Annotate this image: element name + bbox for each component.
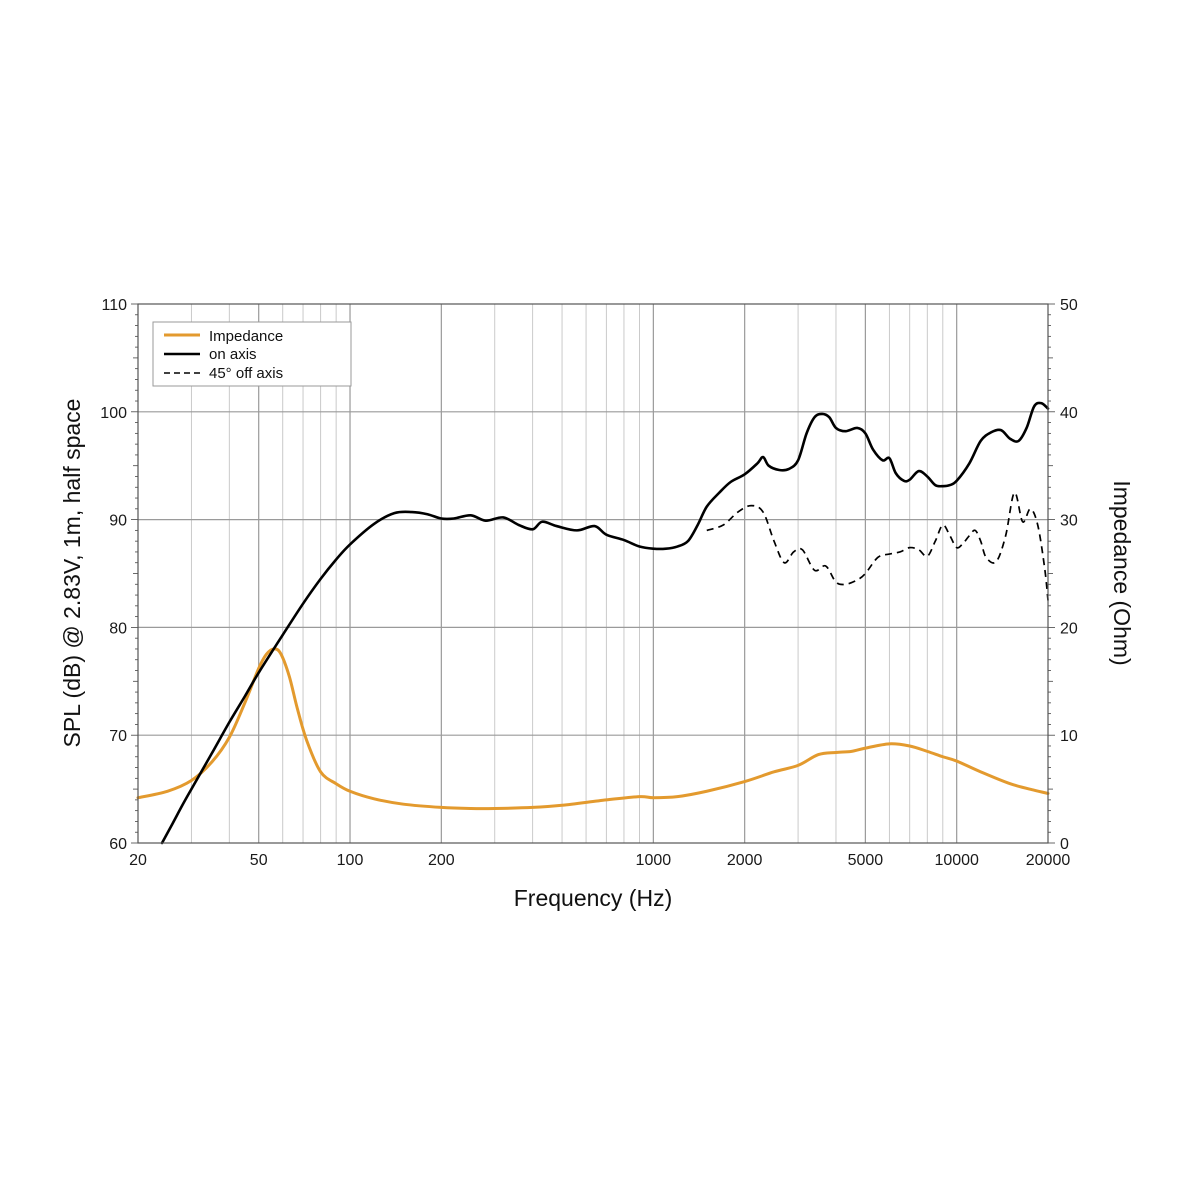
plot-area-frame <box>137 303 1049 844</box>
y-left-tick-label: 100 <box>100 405 127 422</box>
off-axis-curve <box>706 491 1049 601</box>
y-right-axis-title: Impedance (Ohm) <box>1109 480 1135 665</box>
y-right-tick-label: 40 <box>1060 405 1078 422</box>
y-left-tick-label: 80 <box>109 620 127 637</box>
on-axis-curve <box>160 401 1050 845</box>
y-right-tick-label: 0 <box>1060 836 1069 853</box>
legend-label-off-axis: 45° off axis <box>209 365 283 382</box>
x-tick-label: 200 <box>428 852 455 869</box>
x-tick-label: 2000 <box>727 852 763 869</box>
y-right-tick-label: 30 <box>1060 513 1078 530</box>
x-tick-label: 1000 <box>636 852 672 869</box>
y-left-tick-labels: 60 70 80 90 100 110 <box>100 297 127 853</box>
x-tick-labels: 20 50 100 200 1000 2000 5000 10000 20000 <box>129 852 1070 869</box>
legend: Impedance on axis 45° off axis <box>152 321 352 387</box>
grid <box>138 304 1048 843</box>
y-left-tick-label: 90 <box>109 513 127 530</box>
y-left-tick-label: 70 <box>109 728 127 745</box>
x-tick-label: 20 <box>129 852 147 869</box>
x-tick-label: 10000 <box>934 852 979 869</box>
x-tick-label: 20000 <box>1026 852 1071 869</box>
y-left-axis-title: SPL (dB) @ 2.83V, 1m, half space <box>59 399 85 748</box>
impedance-curve <box>136 647 1050 811</box>
legend-label-on-axis: on axis <box>209 346 257 363</box>
series-group <box>136 401 1050 845</box>
y-right-tick-label: 10 <box>1060 728 1078 745</box>
y-right-tick-label: 20 <box>1060 620 1078 637</box>
x-tick-label: 100 <box>337 852 364 869</box>
y-left-tick-label: 110 <box>101 297 127 314</box>
x-tick-label: 50 <box>250 852 268 869</box>
y-right-tick-label: 50 <box>1060 297 1078 314</box>
y-left-tick-label: 60 <box>109 836 127 853</box>
x-tick-label: 5000 <box>848 852 884 869</box>
legend-label-impedance: Impedance <box>209 328 283 345</box>
x-axis-title: Frequency (Hz) <box>514 885 672 911</box>
y-right-tick-labels: 0 10 20 30 40 50 <box>1060 297 1078 853</box>
